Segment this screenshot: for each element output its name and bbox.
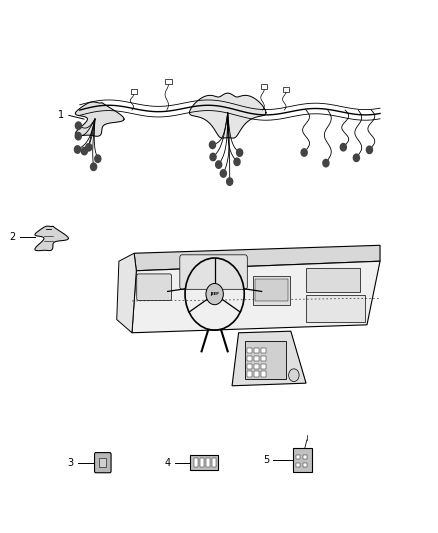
- Circle shape: [81, 147, 88, 155]
- FancyBboxPatch shape: [261, 84, 267, 89]
- FancyBboxPatch shape: [254, 348, 259, 353]
- Text: JEEP: JEEP: [210, 292, 219, 296]
- Circle shape: [323, 159, 329, 167]
- FancyBboxPatch shape: [190, 455, 218, 470]
- Circle shape: [75, 132, 81, 140]
- Polygon shape: [117, 253, 136, 333]
- Circle shape: [75, 122, 81, 130]
- Polygon shape: [132, 261, 380, 333]
- FancyBboxPatch shape: [306, 268, 360, 292]
- FancyBboxPatch shape: [296, 455, 300, 459]
- Circle shape: [301, 149, 307, 156]
- FancyBboxPatch shape: [261, 356, 266, 361]
- FancyBboxPatch shape: [261, 364, 266, 369]
- Circle shape: [95, 155, 101, 163]
- Circle shape: [206, 284, 223, 305]
- Circle shape: [86, 143, 92, 151]
- FancyBboxPatch shape: [247, 348, 252, 353]
- Circle shape: [226, 178, 233, 185]
- FancyBboxPatch shape: [303, 463, 307, 467]
- Text: 2: 2: [9, 232, 15, 243]
- Polygon shape: [232, 331, 306, 386]
- FancyBboxPatch shape: [245, 341, 286, 379]
- Circle shape: [367, 146, 372, 154]
- FancyBboxPatch shape: [261, 348, 266, 353]
- Circle shape: [91, 163, 97, 171]
- Circle shape: [234, 158, 240, 166]
- Circle shape: [210, 154, 216, 160]
- FancyBboxPatch shape: [306, 295, 365, 322]
- FancyBboxPatch shape: [212, 458, 216, 467]
- FancyBboxPatch shape: [254, 372, 259, 377]
- FancyBboxPatch shape: [254, 364, 259, 369]
- Polygon shape: [75, 102, 124, 136]
- FancyBboxPatch shape: [296, 463, 300, 467]
- FancyBboxPatch shape: [95, 453, 111, 473]
- FancyBboxPatch shape: [293, 448, 312, 472]
- FancyBboxPatch shape: [194, 458, 198, 467]
- FancyBboxPatch shape: [137, 274, 172, 301]
- Circle shape: [74, 146, 81, 153]
- FancyBboxPatch shape: [200, 458, 204, 467]
- Text: 4: 4: [165, 458, 171, 467]
- Polygon shape: [190, 93, 266, 138]
- Circle shape: [289, 369, 299, 382]
- FancyBboxPatch shape: [247, 364, 252, 369]
- Circle shape: [220, 170, 226, 177]
- Circle shape: [340, 143, 346, 151]
- FancyBboxPatch shape: [303, 455, 307, 459]
- FancyBboxPatch shape: [253, 276, 290, 305]
- FancyBboxPatch shape: [283, 87, 289, 92]
- Text: 3: 3: [67, 458, 73, 467]
- FancyBboxPatch shape: [254, 356, 259, 361]
- FancyBboxPatch shape: [261, 372, 266, 377]
- Text: 5: 5: [263, 455, 269, 465]
- FancyBboxPatch shape: [131, 90, 137, 94]
- FancyBboxPatch shape: [180, 255, 247, 289]
- FancyBboxPatch shape: [166, 79, 172, 84]
- FancyBboxPatch shape: [247, 356, 252, 361]
- Circle shape: [209, 141, 215, 149]
- Polygon shape: [35, 226, 68, 251]
- FancyBboxPatch shape: [254, 279, 288, 301]
- FancyBboxPatch shape: [247, 372, 252, 377]
- FancyBboxPatch shape: [206, 458, 210, 467]
- Circle shape: [353, 154, 360, 161]
- Text: 1: 1: [58, 110, 64, 120]
- FancyBboxPatch shape: [99, 458, 106, 467]
- Polygon shape: [134, 245, 380, 271]
- Circle shape: [215, 161, 222, 168]
- Circle shape: [237, 149, 243, 156]
